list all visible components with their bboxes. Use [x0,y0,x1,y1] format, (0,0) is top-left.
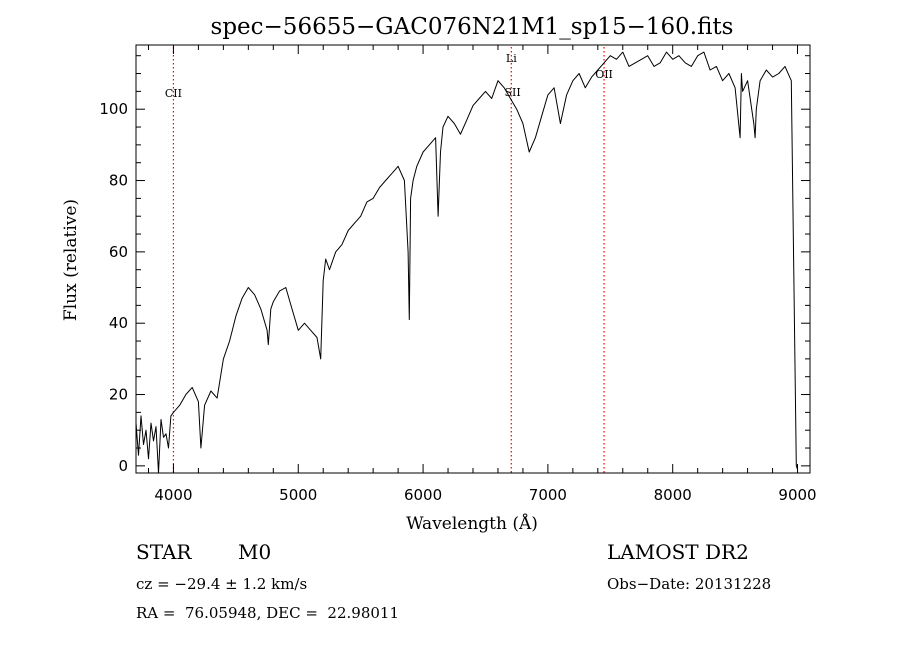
y-tick-label: 100 [99,100,128,118]
observation-date: Obs−Date: 20131228 [607,575,772,593]
object-subclass: M0 [238,540,272,564]
x-tick-label: 5000 [279,486,317,504]
y-tick-label: 0 [118,457,128,475]
x-tick-label: 4000 [154,486,192,504]
redshift-readout: cz = −29.4 ± 1.2 km/s [136,575,308,593]
y-tick-label: 20 [109,386,128,404]
x-tick-label: 9000 [778,486,816,504]
series-layer [135,51,798,474]
y-tick-label: 80 [109,172,128,190]
spectrum-line [135,51,798,474]
x-axis-label: Wavelength (Å) [406,513,538,534]
y-tick-label: 40 [109,314,128,332]
marker-label: Li [506,52,517,65]
chart-title: spec−56655−GAC076N21M1_sp15−160.fits [211,14,734,40]
x-tick-label: 7000 [529,486,567,504]
y-axis-label: Flux (relative) [61,199,81,321]
survey-name: LAMOST DR2 [607,540,749,564]
marker-label: OII [595,68,613,81]
x-tick-label: 8000 [654,486,692,504]
marker-label: CII [165,87,182,100]
plot-frame [135,44,811,474]
coordinates-readout: RA = 76.05948, DEC = 22.98011 [136,604,400,622]
object-class: STAR [136,540,192,564]
axes-layer: 4000 5000 6000 7000 8000 9000 0 20 40 60 80 100 [99,45,817,504]
y-tick-label: 60 [109,243,128,261]
x-tick-label: 6000 [404,486,442,504]
